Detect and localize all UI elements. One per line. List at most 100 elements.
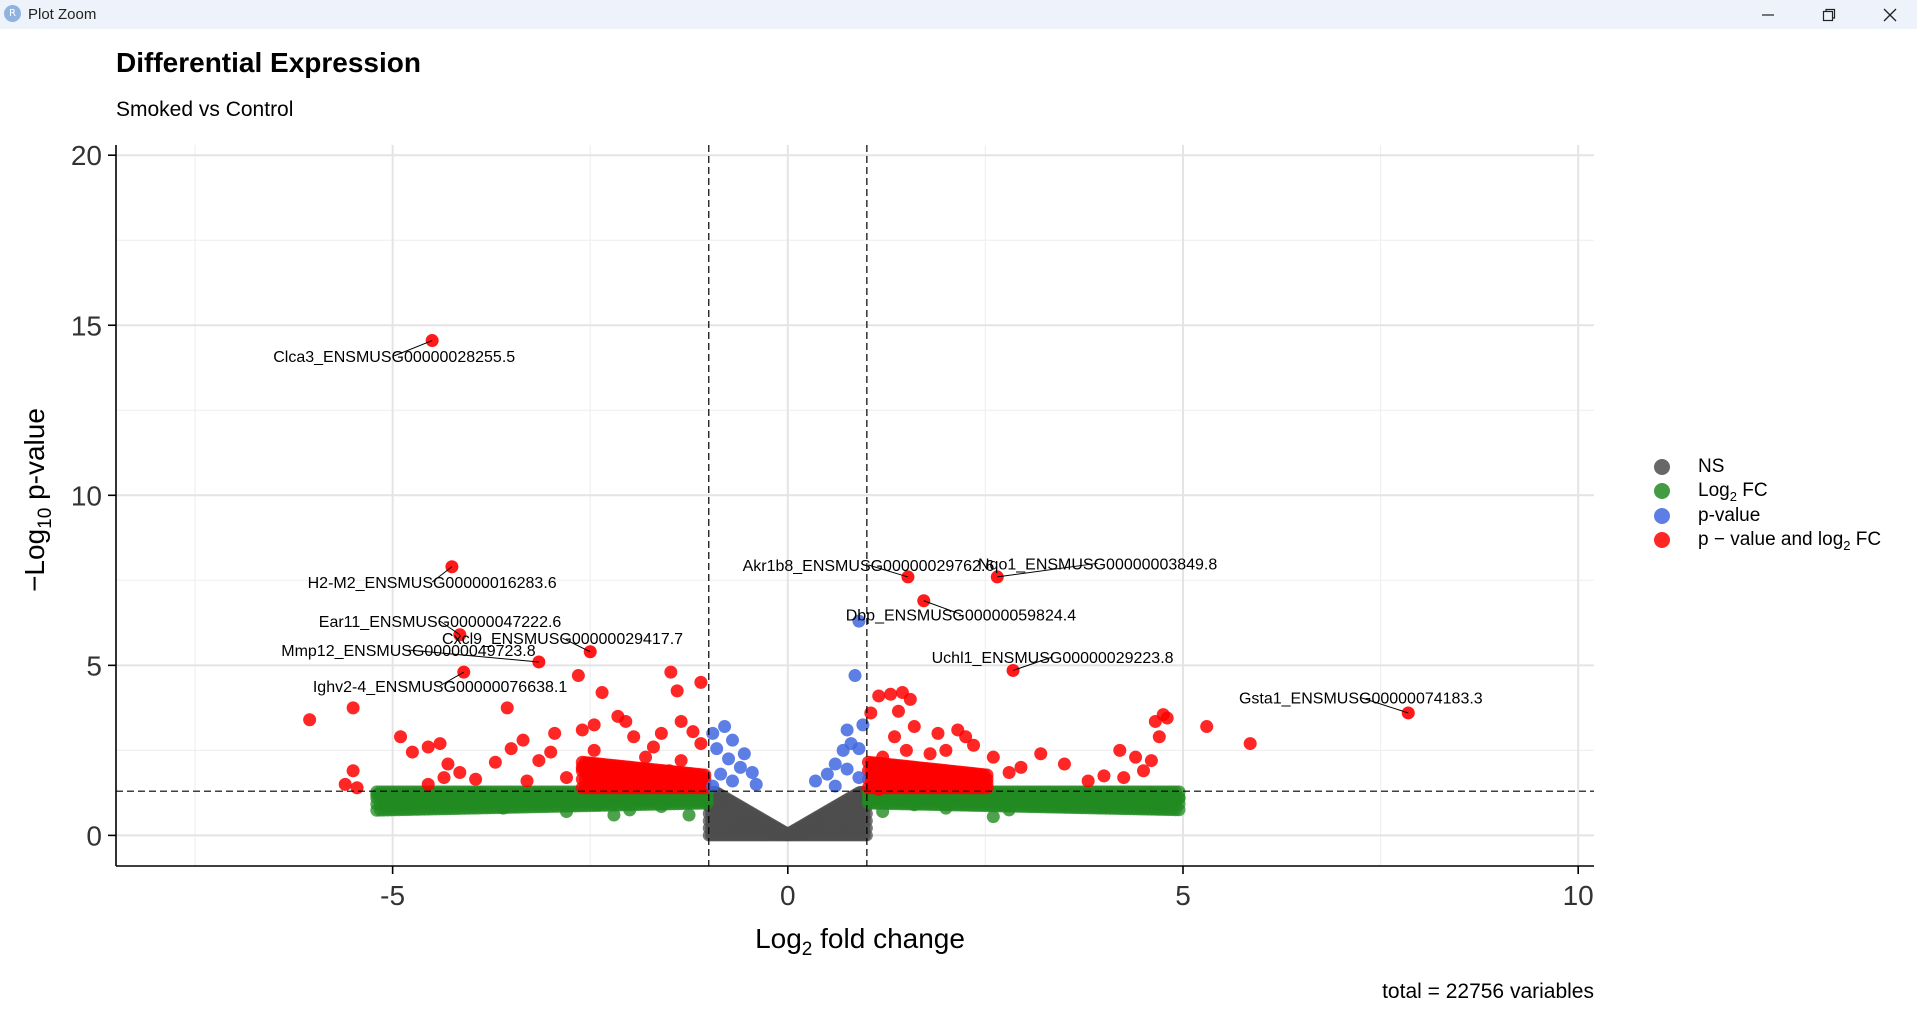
log2fc-point xyxy=(394,791,408,805)
label-connector xyxy=(439,620,461,636)
significant-point xyxy=(441,757,455,771)
log2fc-point xyxy=(654,799,668,813)
significant-point xyxy=(1144,754,1158,768)
point-label: Cxcl9_ENSMUSG00000029417.7 xyxy=(442,631,683,648)
significant-point xyxy=(670,684,684,698)
significant-point xyxy=(1152,730,1166,744)
point-label: Mmp12_ENSMUSG00000049723.8 xyxy=(281,643,535,660)
log2fc-point xyxy=(504,789,518,803)
significant-point xyxy=(951,723,965,737)
log2fc-point xyxy=(1065,794,1079,808)
significant-point xyxy=(1034,747,1048,761)
pvalue-point xyxy=(706,779,720,793)
pvalue-point xyxy=(840,762,854,776)
x-tick-label: 5 xyxy=(1175,880,1191,911)
significant-point xyxy=(587,743,601,757)
significant-point xyxy=(903,692,917,706)
log2fc-point xyxy=(429,798,443,812)
significant-point xyxy=(571,669,585,683)
significant-point xyxy=(453,765,467,779)
significant-point xyxy=(1097,769,1111,783)
maximize-button[interactable] xyxy=(1807,0,1851,29)
log2fc-point xyxy=(560,805,574,819)
log2fc-point xyxy=(496,801,510,815)
r-app-icon: R xyxy=(4,5,21,22)
pvalue-point xyxy=(848,669,862,683)
legend-label: p-value xyxy=(1698,505,1761,526)
label-connector xyxy=(1360,697,1409,714)
pvalue-point xyxy=(733,760,747,774)
log2fc-point xyxy=(607,808,621,822)
significant-point xyxy=(575,723,589,737)
significant-point xyxy=(346,764,360,778)
pvalue-point xyxy=(852,614,866,628)
significant-point xyxy=(532,754,546,768)
significant-point xyxy=(1136,764,1150,778)
significant-point xyxy=(1129,750,1143,764)
pvalue-point xyxy=(710,742,724,756)
label-connector xyxy=(1012,656,1053,671)
significant-point xyxy=(888,730,902,744)
significant-point xyxy=(899,743,913,757)
significant-point xyxy=(1160,711,1174,725)
significant-point xyxy=(469,772,483,786)
log2fc-point xyxy=(907,798,921,812)
pvalue-point xyxy=(714,767,728,781)
significant-point xyxy=(437,771,451,785)
legend-dot xyxy=(1654,532,1670,548)
close-button[interactable] xyxy=(1868,0,1912,29)
significant-point xyxy=(884,687,898,701)
y-tick-label: 5 xyxy=(86,650,102,681)
pvalue-point xyxy=(840,723,854,737)
log2fc-point xyxy=(1081,788,1095,802)
log2fc-point xyxy=(986,810,1000,824)
pvalue-point xyxy=(725,733,739,747)
significant-point xyxy=(664,665,678,679)
y-tick-label: 0 xyxy=(86,820,102,851)
log2fc-point xyxy=(378,789,392,803)
significant-point xyxy=(1200,720,1214,734)
significant-point xyxy=(595,686,609,700)
significant-point xyxy=(674,714,688,728)
log2fc-point xyxy=(1121,793,1135,807)
log2fc-point xyxy=(1034,798,1048,812)
significant-point xyxy=(880,771,894,785)
legend-label: p − value and log2 FC xyxy=(1698,529,1882,553)
axes: 0 5 10 15 20 -5 0 5 10 xyxy=(71,140,1594,911)
significant-point xyxy=(488,755,502,769)
significant-point xyxy=(421,777,435,791)
significant-point xyxy=(504,742,518,756)
label-connector xyxy=(431,566,453,583)
maximize-icon xyxy=(1822,8,1836,22)
significant-point xyxy=(864,706,878,720)
point-label: Nqo1_ENSMUSG00000003849.8 xyxy=(978,556,1217,573)
log2fc-point xyxy=(682,808,696,822)
pvalue-point xyxy=(749,777,763,791)
significant-point xyxy=(1243,737,1257,751)
log2fc-point xyxy=(623,803,637,817)
minimize-icon xyxy=(1762,14,1774,16)
significant-point xyxy=(639,750,653,764)
label-connector xyxy=(439,671,465,687)
significant-point xyxy=(694,675,708,689)
significant-point xyxy=(686,725,700,739)
y-tick-label: 15 xyxy=(71,310,102,341)
significant-point xyxy=(560,771,574,785)
label-connector xyxy=(868,564,909,578)
label-connector xyxy=(997,562,1098,578)
significant-point xyxy=(303,713,317,727)
significant-point xyxy=(1014,760,1028,774)
caption-total: total = 22756 variables xyxy=(1382,980,1594,1003)
significant-point xyxy=(627,730,641,744)
significant-point xyxy=(654,726,668,740)
label-connector xyxy=(394,340,433,357)
point-label: Dbp_ENSMUSG00000059824.4 xyxy=(846,607,1076,624)
significant-point xyxy=(872,782,886,796)
pvalue-point xyxy=(828,757,842,771)
minimize-button[interactable] xyxy=(1746,0,1790,29)
pvalue-point xyxy=(852,742,866,756)
significant-point xyxy=(575,760,589,774)
significant-point xyxy=(1081,774,1095,788)
significant-point xyxy=(923,747,937,761)
pvalue-point xyxy=(745,765,759,779)
